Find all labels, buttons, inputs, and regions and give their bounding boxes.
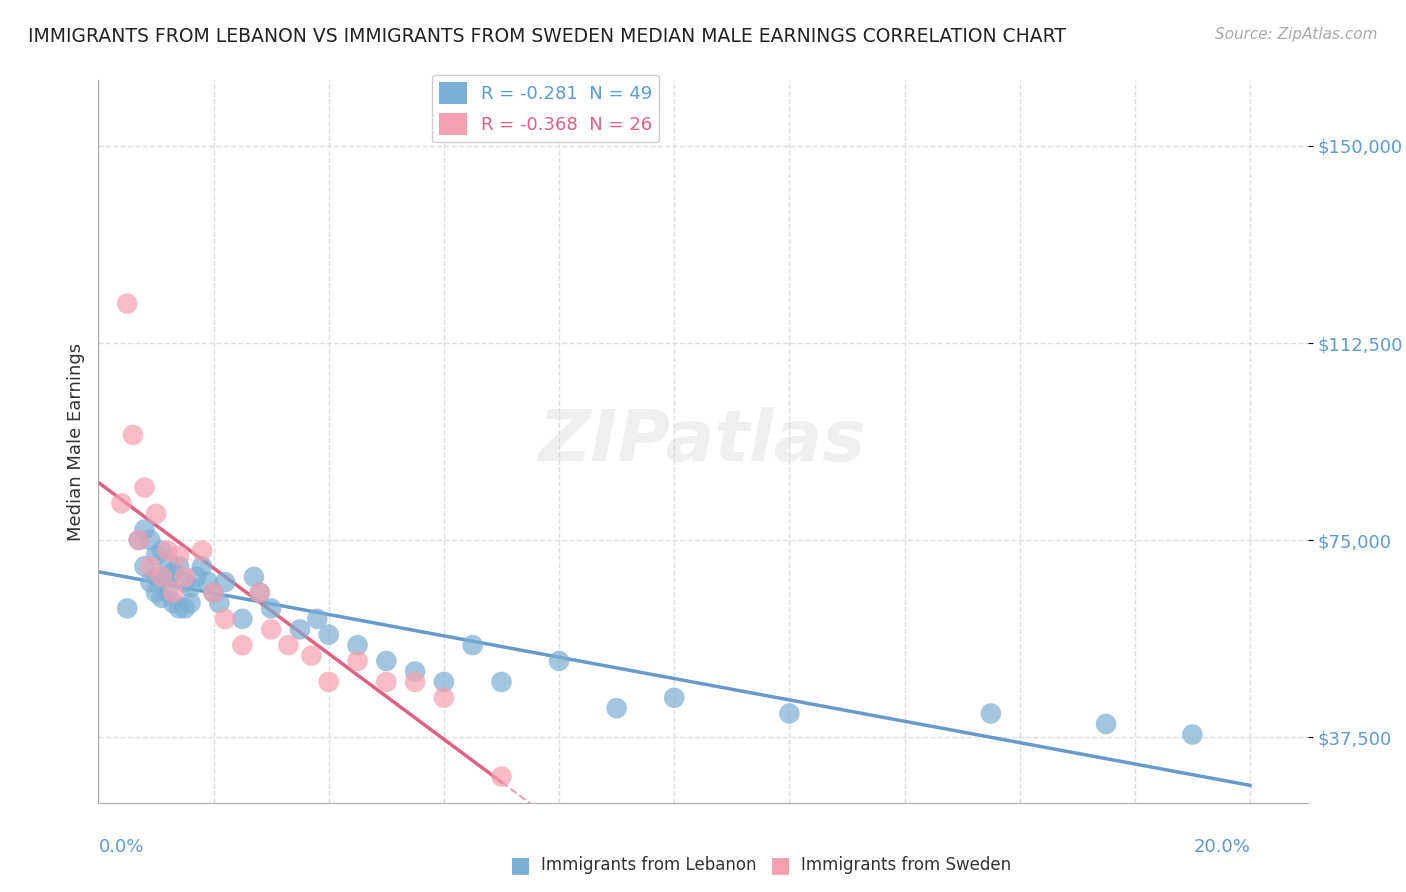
- Point: [145, 570, 167, 584]
- Point: [491, 675, 513, 690]
- Point: [167, 559, 190, 574]
- Point: [156, 543, 179, 558]
- Point: [145, 585, 167, 599]
- Point: [1181, 727, 1204, 741]
- Point: [980, 706, 1002, 721]
- Text: 20.0%: 20.0%: [1194, 838, 1250, 855]
- Point: [249, 585, 271, 599]
- Point: [145, 507, 167, 521]
- Point: [115, 296, 138, 310]
- Point: [134, 523, 156, 537]
- Point: [134, 559, 156, 574]
- Point: [115, 601, 138, 615]
- Point: [186, 570, 208, 584]
- Point: [191, 559, 214, 574]
- Point: [301, 648, 323, 663]
- Point: [167, 601, 190, 615]
- Point: [243, 570, 266, 584]
- Point: [139, 533, 162, 547]
- Point: [180, 580, 202, 594]
- Point: [180, 596, 202, 610]
- Point: [260, 623, 283, 637]
- Point: [128, 533, 150, 547]
- Point: [277, 638, 299, 652]
- Text: ■: ■: [770, 855, 790, 875]
- Point: [150, 570, 173, 584]
- Point: [139, 575, 162, 590]
- Point: [231, 638, 253, 652]
- Point: [249, 585, 271, 599]
- Point: [318, 675, 340, 690]
- Point: [173, 601, 195, 615]
- Point: [150, 570, 173, 584]
- Point: [162, 565, 184, 579]
- Point: [214, 612, 236, 626]
- Point: [214, 575, 236, 590]
- Point: [778, 706, 800, 721]
- Point: [139, 559, 162, 574]
- Point: [1095, 717, 1118, 731]
- Point: [307, 612, 329, 626]
- Point: [167, 549, 190, 563]
- Text: Source: ZipAtlas.com: Source: ZipAtlas.com: [1215, 27, 1378, 42]
- Point: [433, 690, 456, 705]
- Text: IMMIGRANTS FROM LEBANON VS IMMIGRANTS FROM SWEDEN MEDIAN MALE EARNINGS CORRELATI: IMMIGRANTS FROM LEBANON VS IMMIGRANTS FR…: [28, 27, 1066, 45]
- Text: Immigrants from Lebanon: Immigrants from Lebanon: [541, 856, 756, 874]
- Point: [606, 701, 628, 715]
- Point: [491, 770, 513, 784]
- Point: [156, 585, 179, 599]
- Point: [191, 543, 214, 558]
- Point: [150, 591, 173, 605]
- Point: [150, 543, 173, 558]
- Point: [202, 585, 225, 599]
- Point: [173, 575, 195, 590]
- Y-axis label: Median Male Earnings: Median Male Earnings: [66, 343, 84, 541]
- Point: [318, 627, 340, 641]
- Point: [288, 623, 311, 637]
- Point: [375, 675, 398, 690]
- Legend: R = -0.281  N = 49, R = -0.368  N = 26: R = -0.281 N = 49, R = -0.368 N = 26: [432, 75, 659, 143]
- Point: [548, 654, 571, 668]
- Point: [156, 570, 179, 584]
- Point: [162, 596, 184, 610]
- Text: 0.0%: 0.0%: [98, 838, 143, 855]
- Text: ZIPatlas: ZIPatlas: [540, 407, 866, 476]
- Point: [461, 638, 484, 652]
- Point: [375, 654, 398, 668]
- Point: [134, 481, 156, 495]
- Point: [404, 665, 426, 679]
- Point: [433, 675, 456, 690]
- Point: [128, 533, 150, 547]
- Text: ■: ■: [510, 855, 530, 875]
- Point: [202, 585, 225, 599]
- Point: [110, 496, 132, 510]
- Point: [145, 549, 167, 563]
- Point: [346, 654, 368, 668]
- Point: [346, 638, 368, 652]
- Point: [197, 575, 219, 590]
- Point: [231, 612, 253, 626]
- Point: [156, 554, 179, 568]
- Point: [664, 690, 686, 705]
- Point: [260, 601, 283, 615]
- Point: [404, 675, 426, 690]
- Point: [122, 428, 145, 442]
- Point: [173, 570, 195, 584]
- Point: [208, 596, 231, 610]
- Point: [162, 585, 184, 599]
- Text: Immigrants from Sweden: Immigrants from Sweden: [801, 856, 1011, 874]
